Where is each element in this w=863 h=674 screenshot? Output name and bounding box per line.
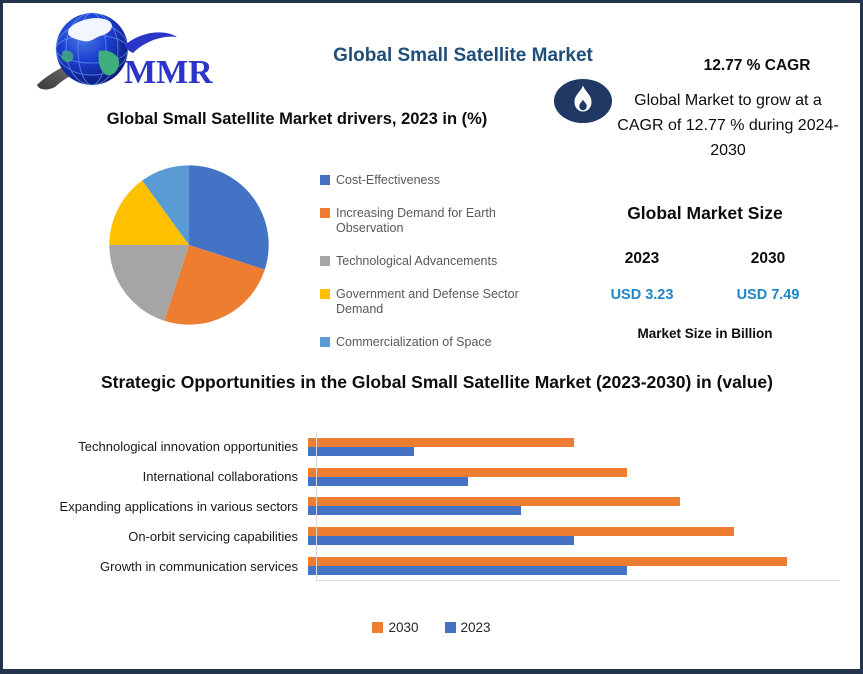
market-size-panel: Global Market Size 2023 2030 USD 3.23 US… (579, 203, 831, 341)
legend-item: 2023 (444, 620, 491, 635)
bar-2030 (308, 467, 628, 477)
logo-text: MMR (124, 54, 213, 91)
legend-swatch-icon (320, 207, 330, 218)
growth-note: Global Market to grow at a CAGR of 12.77… (617, 92, 839, 159)
bar-2030 (308, 497, 681, 507)
bar-2023 (308, 536, 574, 546)
bar-group (307, 432, 840, 462)
legend-swatch-icon (320, 336, 330, 347)
bar-group (307, 462, 840, 492)
legend-swatch-icon (444, 622, 456, 633)
pie-chart-title: Global Small Satellite Market drivers, 2… (106, 110, 488, 128)
legend-item: 2030 (372, 620, 419, 635)
legend-swatch-icon (372, 622, 384, 633)
category-label: Expanding applications in various sector… (59, 498, 298, 514)
bar-row: Expanding applications in various sector… (43, 492, 840, 522)
bar-group (307, 521, 840, 551)
legend-swatch-icon (320, 288, 330, 299)
market-year-2023: 2023 (624, 250, 660, 267)
bar-2023 (308, 446, 415, 456)
pie-slice (109, 180, 189, 245)
market-size-title: Global Market Size (627, 203, 783, 223)
bar-row: On-orbit servicing capabilities (43, 521, 840, 551)
category-label: International collaborations (142, 469, 298, 485)
legend-label: Technological Advancements (336, 253, 498, 268)
x-axis-line (316, 580, 840, 581)
legend-item: Technological Advancements (320, 254, 538, 270)
legend-item: Commercialization of Space (320, 335, 538, 351)
category-label: Growth in communication services (100, 558, 298, 574)
legend-item: Cost-Effectiveness (320, 173, 538, 189)
bar-2030 (308, 527, 734, 537)
pie-chart (109, 165, 269, 325)
legend-label: 2030 (388, 620, 419, 635)
bar-2023 (308, 566, 628, 576)
pie-slice (142, 165, 189, 245)
market-size-footnote: Market Size in Billion (637, 326, 773, 341)
bar-chart-plot: Technological innovation opportunities In… (43, 432, 840, 581)
legend-swatch-icon (320, 255, 330, 266)
category-label: Technological innovation opportunities (78, 439, 298, 455)
bar-row: Technological innovation opportunities (43, 432, 840, 462)
bar-row: Growth in communication services (43, 551, 840, 581)
pie-legend: Cost-Effectiveness Increasing Demand for … (320, 173, 538, 350)
flame-icon (554, 79, 612, 123)
legend-item: Government and Defense Sector Demand (320, 287, 538, 318)
bar-group (307, 492, 840, 522)
market-year-2030: 2030 (750, 250, 786, 267)
bar-chart: Technological innovation opportunities In… (43, 432, 840, 581)
legend-label: Commercialization of Space (336, 334, 492, 349)
bar-2030 (308, 437, 574, 447)
legend-label: 2023 (460, 620, 491, 635)
legend-label: Increasing Demand for Earth Observation (336, 205, 496, 236)
y-axis-line (316, 432, 317, 581)
market-value-2023: USD 3.23 (610, 287, 674, 303)
pie-slice (189, 165, 269, 270)
bar-2023 (308, 506, 521, 516)
bar-2023 (308, 476, 468, 486)
page-title: Global Small Satellite Market (333, 45, 593, 66)
legend-label: Government and Defense Sector Demand (336, 286, 519, 317)
cagr-value: 12.77 % CAGR (703, 57, 811, 74)
pie-slice (109, 245, 189, 321)
bar-row: International collaborations (43, 462, 840, 492)
bar-2030 (308, 557, 787, 567)
pie-slice (164, 245, 265, 325)
bar-group (307, 551, 840, 581)
bar-chart-title: Strategic Opportunities in the Global Sm… (101, 372, 773, 392)
market-value-2030: USD 7.49 (736, 287, 800, 303)
legend-item: Increasing Demand for Earth Observation (320, 206, 538, 237)
mmr-logo: MMR (29, 7, 214, 99)
bar-chart-legend: 2030 2023 (3, 620, 860, 635)
category-label: On-orbit servicing capabilities (128, 528, 298, 544)
legend-label: Cost-Effectiveness (336, 173, 440, 187)
globe-logo-icon: MMR (37, 12, 213, 91)
legend-swatch-icon (320, 175, 330, 185)
